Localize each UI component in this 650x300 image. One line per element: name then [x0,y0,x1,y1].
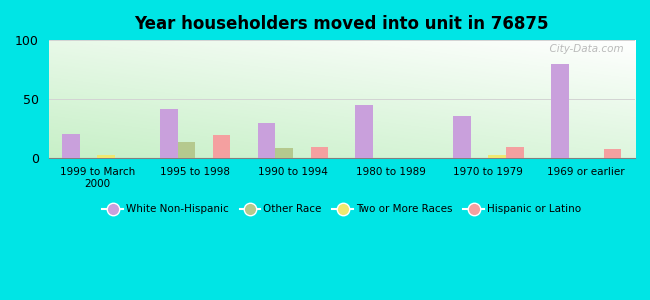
Bar [213,135,230,158]
Bar [604,149,621,158]
Bar [62,134,80,158]
Bar [177,142,195,158]
Title: Year householders moved into unit in 76875: Year householders moved into unit in 768… [135,15,549,33]
Text: City-Data.com: City-Data.com [543,44,623,54]
Bar [356,105,373,158]
Bar [311,147,328,158]
Bar [276,148,293,158]
Bar [506,147,524,158]
Bar [488,155,506,158]
Legend: White Non-Hispanic, Other Race, Two or More Races, Hispanic or Latino: White Non-Hispanic, Other Race, Two or M… [98,200,586,219]
Bar [98,155,115,158]
Bar [453,116,471,158]
Bar [258,124,276,158]
Bar [551,64,569,158]
Bar [160,110,177,158]
